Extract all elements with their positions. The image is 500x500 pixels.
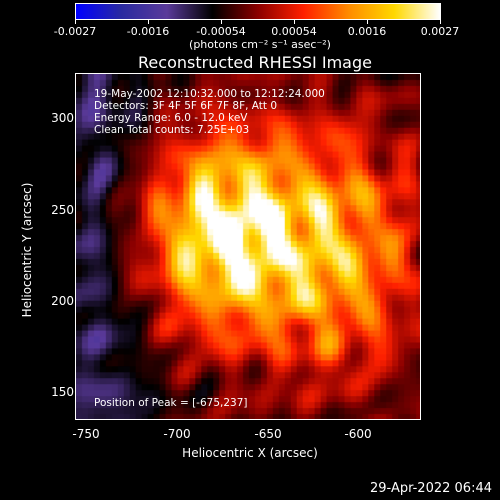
info-date: 19-May-2002 12:10:32.000 to 12:12:24.000 (94, 88, 325, 100)
x-tick-label: -700 (163, 427, 191, 441)
colorbar-tick (440, 19, 441, 24)
colorbar (75, 3, 441, 20)
colorbar-tick (75, 19, 76, 24)
colorbar-label: 0.0027 (420, 25, 460, 38)
colorbar-label: 0.00054 (271, 25, 317, 38)
colorbar-label: -0.0016 (126, 25, 170, 38)
colorbar-label: 0.0016 (347, 25, 387, 38)
colorbar-tick (367, 19, 368, 24)
x-axis-label: Heliocentric X (arcsec) (182, 446, 318, 460)
x-tick-label: -650 (254, 427, 282, 441)
y-axis-label: Heliocentric Y (arcsec) (20, 182, 34, 318)
info-energy: Energy Range: 6.0 - 12.0 keV (94, 112, 248, 124)
colorbar-label: -0.0027 (53, 25, 97, 38)
y-tick-label: 250 (51, 203, 74, 217)
colorbar-tick (294, 19, 295, 24)
info-clean: Clean Total counts: 7.25E+03 (94, 124, 250, 136)
image-plot: 19-May-2002 12:10:32.000 to 12:12:24.000… (75, 73, 421, 420)
y-tick-label: 300 (51, 111, 74, 125)
colorbar-tick (221, 19, 222, 24)
colorbar-label: -0.00054 (196, 25, 246, 38)
colorbar-tick (148, 19, 149, 24)
info-detectors: Detectors: 3F 4F 5F 6F 7F 8F, Att 0 (94, 100, 278, 112)
x-tick-label: -750 (72, 427, 100, 441)
y-tick-label: 200 (51, 294, 74, 308)
colorbar-units: (photons cm⁻² s⁻¹ asec⁻²) (189, 38, 331, 51)
x-tick-label: -600 (344, 427, 372, 441)
y-tick-label: 150 (51, 385, 74, 399)
peak-position: Position of Peak = [-675,237] (94, 397, 248, 409)
heatmap-image (76, 74, 420, 419)
plot-title: Reconstructed RHESSI Image (138, 53, 372, 72)
timestamp: 29-Apr-2022 06:44 (370, 481, 492, 496)
